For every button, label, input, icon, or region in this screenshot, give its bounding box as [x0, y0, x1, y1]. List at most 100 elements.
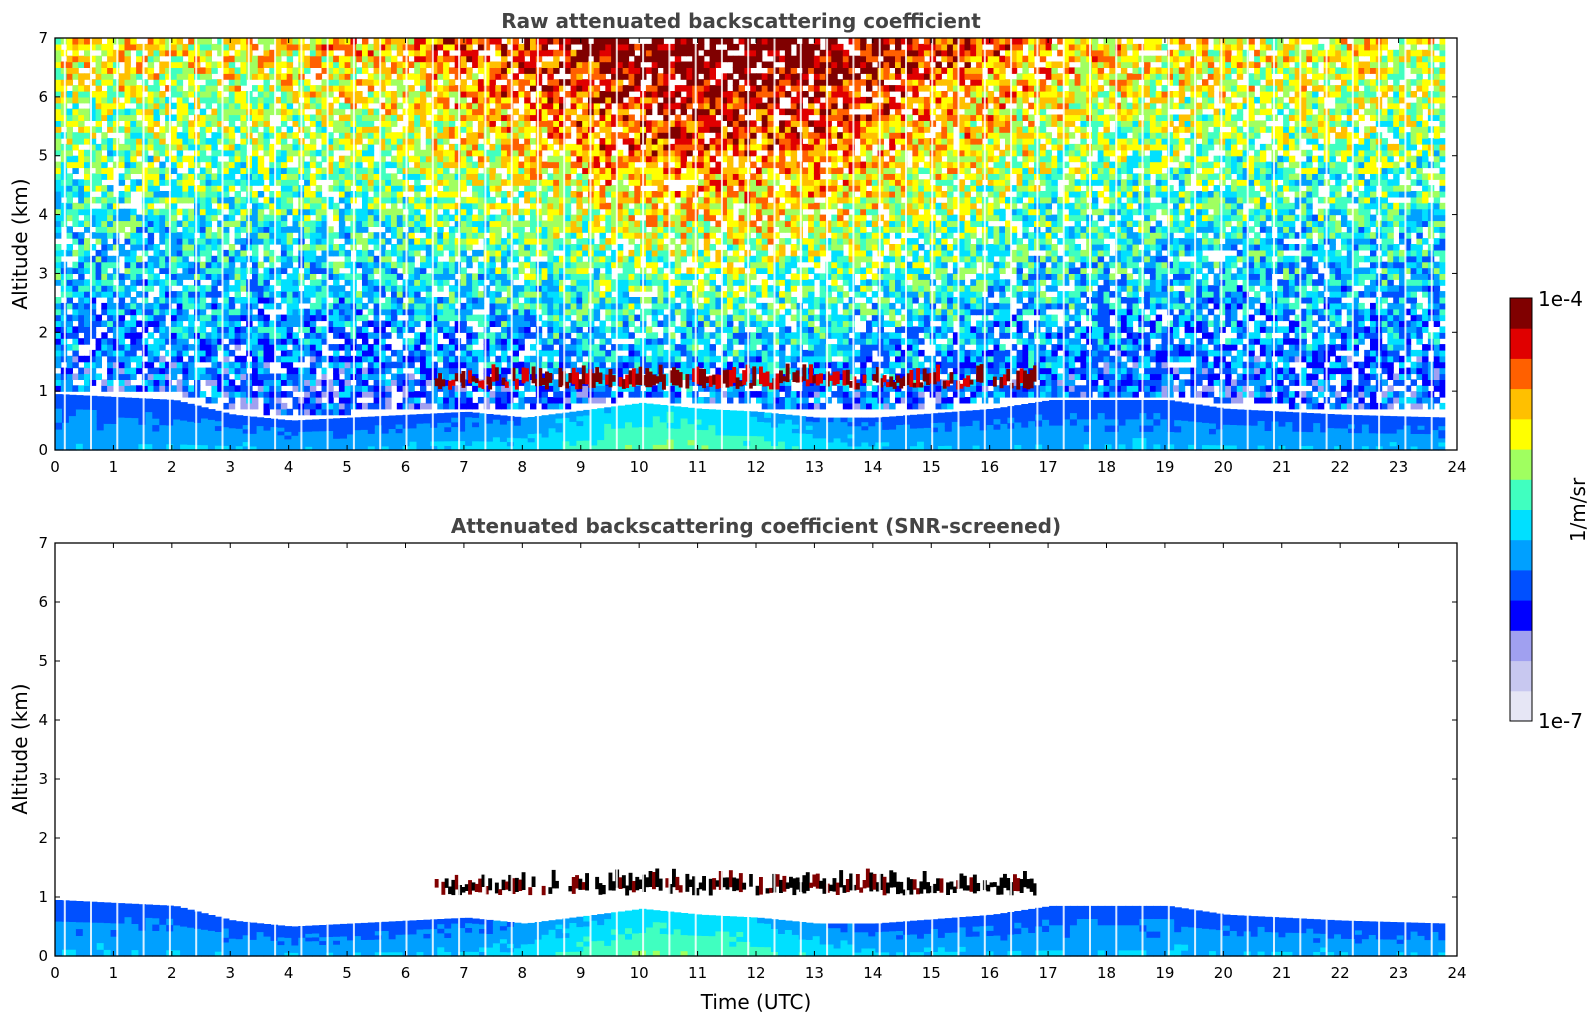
noise-cell: [275, 214, 282, 222]
noise-cell: [362, 267, 369, 274]
noise-cell: [338, 285, 346, 292]
noise-cell: [379, 273, 386, 280]
noise-cell: [344, 102, 351, 110]
noise-cell: [321, 249, 328, 257]
noise-cell: [367, 214, 375, 222]
noise-cell: [472, 96, 479, 104]
noise-cell: [489, 249, 496, 257]
noise-cell: [379, 49, 386, 57]
noise-cell: [518, 238, 525, 245]
noise-cell: [559, 173, 566, 180]
noise-cell: [188, 49, 195, 57]
noise-cell: [101, 67, 108, 74]
noise-cell: [228, 338, 236, 345]
noise-cell: [124, 38, 131, 45]
noise-cell: [315, 220, 323, 227]
noise-cell: [188, 320, 195, 327]
noise-cell: [327, 314, 334, 322]
noise-cell: [466, 402, 473, 410]
noise-cell: [141, 238, 149, 245]
noise-cell: [448, 85, 456, 92]
noise-cell: [309, 314, 317, 322]
noise-cell: [611, 379, 618, 386]
noise-cell: [576, 185, 583, 192]
noise-cell: [512, 308, 519, 316]
noise-cell: [362, 220, 369, 227]
noise-cell: [275, 355, 282, 363]
noise-cell: [524, 126, 531, 133]
noise-cell: [425, 191, 433, 198]
noise-cell: [223, 344, 230, 351]
noise-cell: [408, 126, 415, 133]
noise-cell: [280, 196, 288, 204]
noise-cell: [228, 367, 236, 375]
noise-cell: [188, 185, 195, 192]
noise-cell: [263, 391, 270, 398]
noise-cell: [582, 238, 589, 245]
noise-cell: [373, 355, 380, 363]
noise-cell: [234, 326, 241, 333]
noise-cell: [396, 249, 404, 257]
noise-cell: [611, 220, 618, 227]
noise-cell: [101, 385, 108, 392]
noise-cell: [379, 85, 386, 92]
noise-cell: [211, 96, 218, 104]
noise-cell: [362, 196, 369, 204]
noise-cell: [55, 132, 62, 139]
noise-cell: [547, 143, 554, 151]
noise-cell: [599, 397, 606, 404]
noise-cell: [130, 126, 137, 133]
noise-cell: [153, 138, 160, 145]
noise-cell: [78, 202, 85, 210]
noise-cell: [338, 326, 346, 333]
noise-cell: [286, 302, 294, 310]
noise-cell: [553, 273, 560, 280]
noise-cell: [530, 126, 537, 133]
noise-cell: [535, 279, 543, 286]
noise-cell: [263, 385, 270, 392]
noise-cell: [391, 108, 398, 116]
noise-cell: [257, 96, 265, 104]
noise-cell: [211, 302, 218, 310]
noise-cell: [304, 196, 311, 204]
noise-cell: [95, 338, 102, 345]
noise-cell: [66, 114, 73, 121]
noise-cell: [489, 108, 496, 116]
noise-cell: [101, 273, 108, 280]
noise-cell: [379, 173, 386, 180]
noise-cell: [431, 167, 438, 174]
noise-cell: [512, 314, 519, 322]
noise-cell: [599, 185, 606, 192]
noise-cell: [95, 185, 102, 192]
noise-cell: [95, 349, 102, 357]
noise-cell: [89, 185, 97, 192]
noise-cell: [280, 173, 288, 180]
noise-cell: [269, 349, 276, 357]
noise-cell: [495, 108, 502, 116]
noise-cell: [269, 232, 276, 239]
noise-cell: [420, 244, 427, 251]
noise-cell: [547, 285, 554, 292]
noise-cell: [385, 214, 392, 222]
noise-cell: [431, 367, 438, 375]
noise-cell: [460, 79, 467, 86]
noise-cell: [420, 67, 427, 74]
noise-cell: [466, 344, 473, 351]
noise-cell: [176, 244, 184, 251]
noise-cell: [182, 73, 189, 80]
noise-cell: [483, 314, 491, 322]
noise-cell: [559, 326, 566, 333]
noise-cell: [257, 373, 265, 380]
noise-cell: [199, 185, 207, 192]
noise-cell: [240, 185, 247, 192]
noise-cell: [275, 332, 282, 339]
noise-cell: [124, 273, 131, 280]
noise-cell: [367, 208, 375, 216]
noise-cell: [205, 96, 212, 104]
noise-cell: [292, 185, 299, 192]
noise-cell: [391, 320, 398, 327]
noise-cell: [448, 191, 456, 198]
noise-cell: [541, 196, 548, 204]
noise-cell: [159, 338, 166, 345]
noise-cell: [124, 167, 131, 174]
